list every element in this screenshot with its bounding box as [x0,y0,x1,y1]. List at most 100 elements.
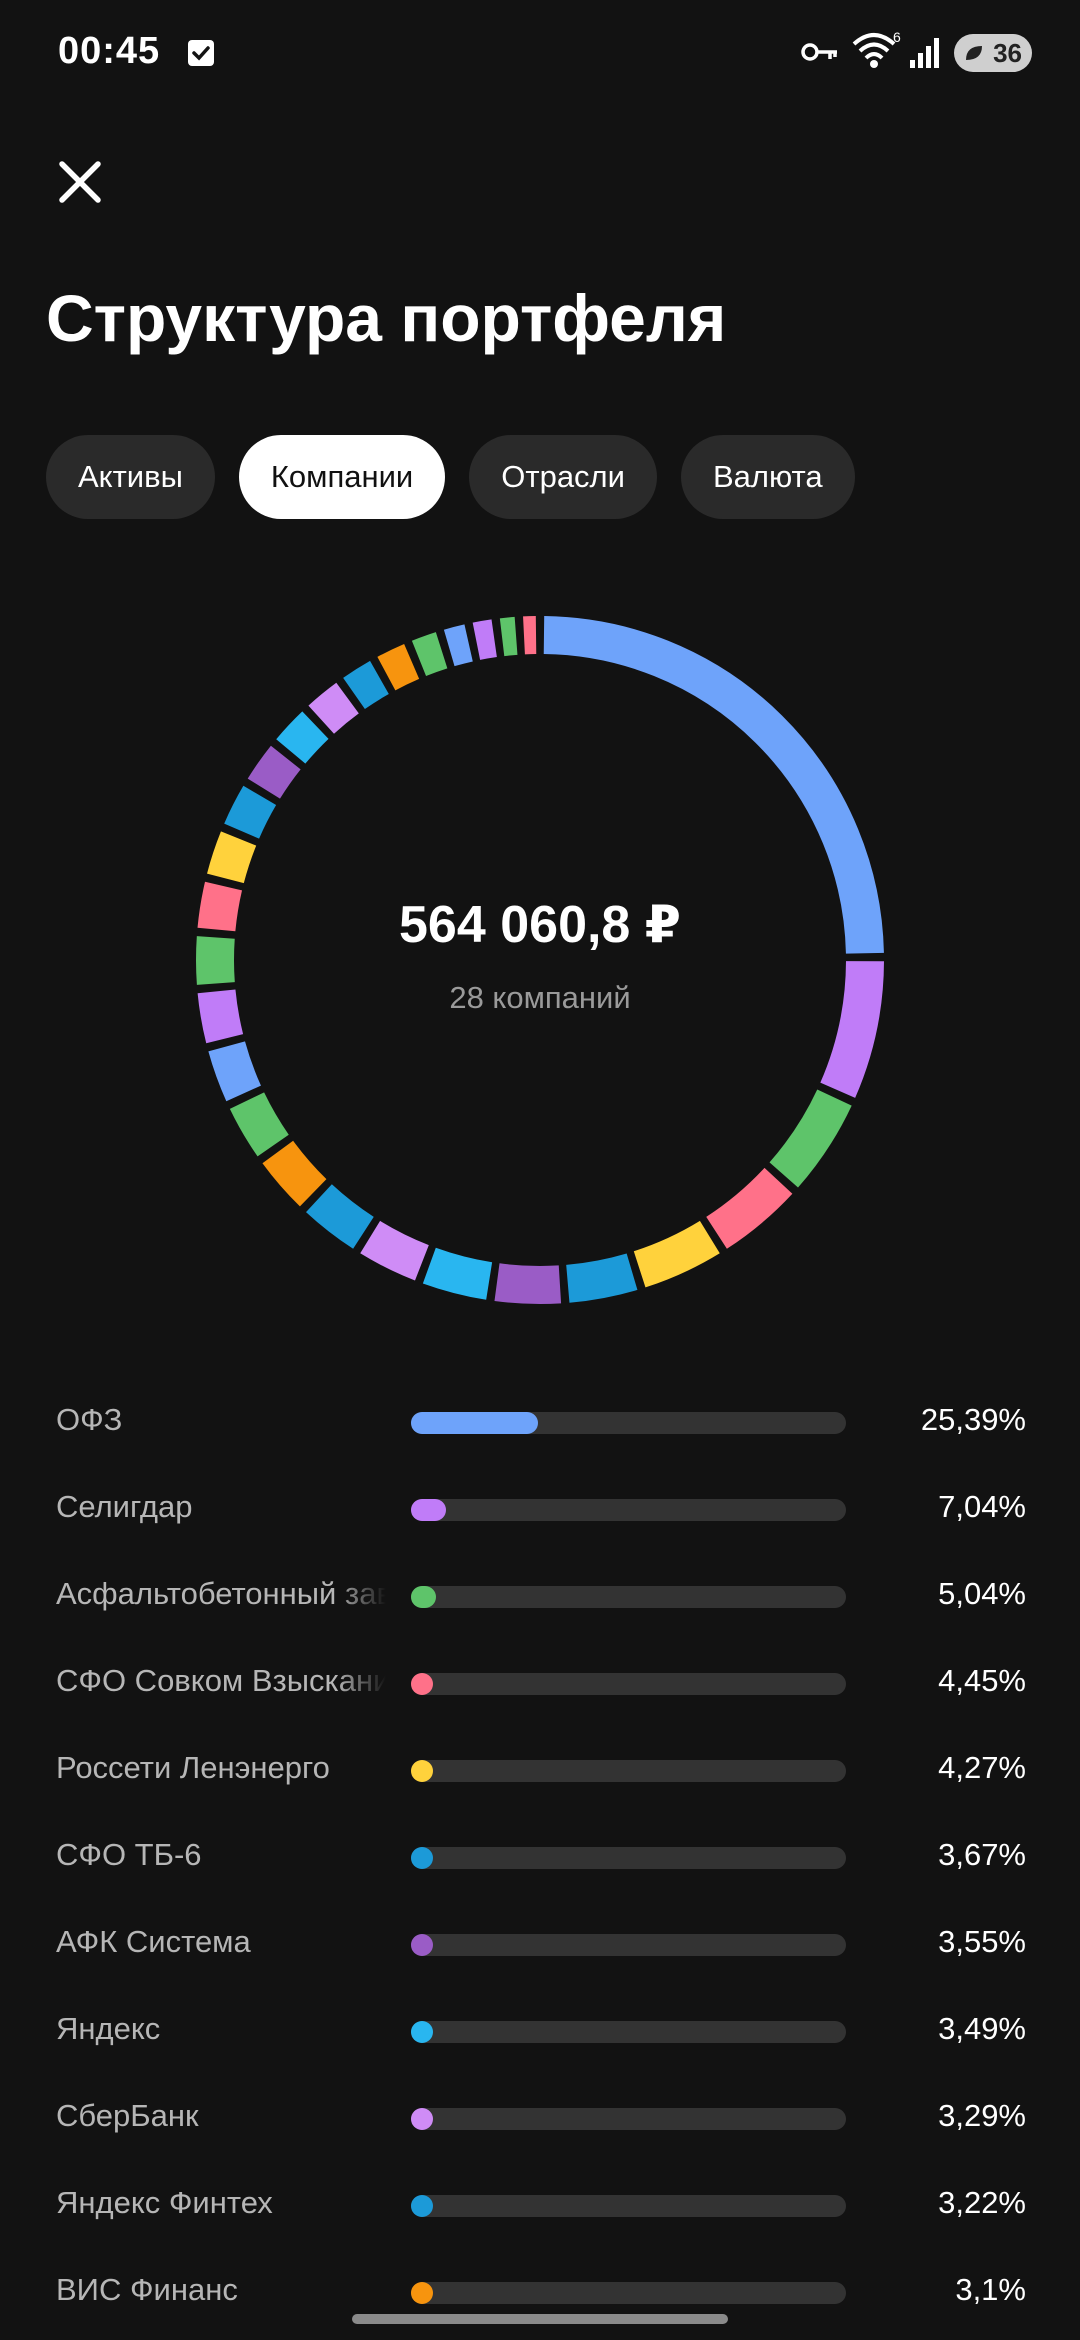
donut-segment [306,1184,375,1249]
list-item[interactable]: ОФЗ 25,39% [56,1380,1026,1467]
donut-segment [499,616,518,657]
list-item[interactable]: СФО ТБ-6 3,67% [56,1815,1026,1902]
donut-segment [308,682,359,734]
home-indicator[interactable] [352,2314,728,2324]
portfolio-donut-chart [196,616,884,1304]
company-percent: 5,04% [938,1576,1026,1611]
company-percent: 3,49% [938,2011,1026,2046]
donut-segment [197,881,243,932]
company-name: СФО ТБ-6 [56,1837,202,1872]
donut-segment [208,1041,262,1102]
share-bar-fill [411,1760,433,1782]
share-bar-fill [411,1673,434,1695]
donut-segment [377,643,420,691]
list-item[interactable]: СФО Совком Взыскание 4,45% [56,1641,1026,1728]
company-percent: 3,1% [955,2272,1026,2307]
list-item[interactable]: ВИС Финанс 3,1% [56,2250,1026,2337]
checkbox-notification-icon [188,40,214,66]
donut-segment [207,831,257,884]
donut-segment [229,1092,289,1157]
company-name: СберБанк [56,2098,199,2133]
company-percent: 4,27% [938,1750,1026,1785]
page-title: Структура портфеля [46,281,727,355]
donut-segment [543,616,884,954]
tab-companies[interactable]: Компании [238,435,446,519]
share-bar-fill [411,1499,447,1521]
share-bar-track [411,1847,846,1869]
donut-segment [196,936,235,985]
list-item[interactable]: Селигдар 7,04% [56,1467,1026,1554]
donut-segment [565,1253,638,1303]
list-item[interactable]: АФК Система 3,55% [56,1902,1026,1989]
donut-segment [247,745,301,799]
company-list: ОФЗ 25,39% Селигдар 7,04% Асфальтобетонн… [56,1380,1026,2337]
share-bar-track [411,1586,846,1608]
donut-segment [343,660,389,710]
company-percent: 7,04% [938,1489,1026,1524]
donut-segment [443,624,473,667]
share-bar-fill [411,2108,433,2130]
company-percent: 3,22% [938,2185,1026,2220]
share-bar-track [411,1673,846,1695]
donut-segment [769,1089,852,1188]
share-bar-track [411,1499,846,1521]
donut-segment [633,1220,720,1288]
company-percent: 3,55% [938,1924,1026,1959]
status-time: 00:45 [58,30,161,72]
donut-segment [262,1140,327,1207]
share-bar-track [411,2021,846,2043]
share-bar-track [411,2195,846,2217]
donut-segment [360,1220,430,1281]
share-bar-fill [411,2021,433,2043]
donut-segment [422,1247,493,1300]
share-bar-track [411,1934,846,1956]
share-bar-fill [411,1412,538,1434]
share-bar-fill [411,1586,437,1608]
share-bar-track [411,2282,846,2304]
share-bar-fill [411,1847,433,1869]
list-item[interactable]: Россети Ленэнерго 4,27% [56,1728,1026,1815]
list-item[interactable]: Яндекс 3,49% [56,1989,1026,2076]
close-icon[interactable] [50,152,110,212]
vpn-key-icon [801,43,837,61]
tab-industries[interactable]: Отрасли [469,435,657,519]
company-name: Яндекс [56,2011,161,2046]
status-bar: 00:45 6 36 [0,0,1080,110]
donut-segment [472,619,497,660]
tab-assets[interactable]: Активы [46,435,215,519]
share-bar-track [411,1412,846,1434]
donut-segment [494,1263,562,1304]
donut-segment [224,785,277,839]
company-percent: 4,45% [938,1663,1026,1698]
company-name: Селигдар [56,1489,193,1524]
donut-segment [276,711,329,764]
list-item[interactable]: Яндекс Финтех 3,22% [56,2163,1026,2250]
company-name: ВИС Финанс [56,2272,238,2307]
company-name: Яндекс Финтех [56,2185,273,2220]
company-name: Асфальтобетонный завод [56,1576,386,1611]
share-bar-track [411,2108,846,2130]
donut-segment [820,960,884,1098]
list-item[interactable]: СберБанк 3,29% [56,2076,1026,2163]
companies-count: 28 компаний [449,980,631,1015]
company-percent: 3,67% [938,1837,1026,1872]
donut-segment [197,989,244,1044]
share-bar-track [411,1760,846,1782]
company-name: АФК Система [56,1924,251,1959]
portfolio-total: 564 060,8 ₽ [399,896,681,954]
list-item[interactable]: Асфальтобетонный завод 5,04% [56,1554,1026,1641]
company-name: ОФЗ [56,1402,123,1437]
company-percent: 3,29% [938,2098,1026,2133]
company-percent: 25,39% [920,1402,1026,1437]
donut-segment [411,632,448,677]
company-name: Россети Ленэнерго [56,1750,330,1785]
donut-segment [705,1167,793,1249]
wifi-icon: 6 [852,30,901,68]
battery-level: 36 [993,37,1022,68]
battery-saver-icon [966,46,982,60]
company-name: СФО Совком Взыскание [56,1663,386,1698]
battery-indicator: 36 [954,34,1032,72]
share-bar-fill [411,2282,433,2304]
tab-currency[interactable]: Валюта [680,435,855,519]
share-bar-fill [411,2195,433,2217]
